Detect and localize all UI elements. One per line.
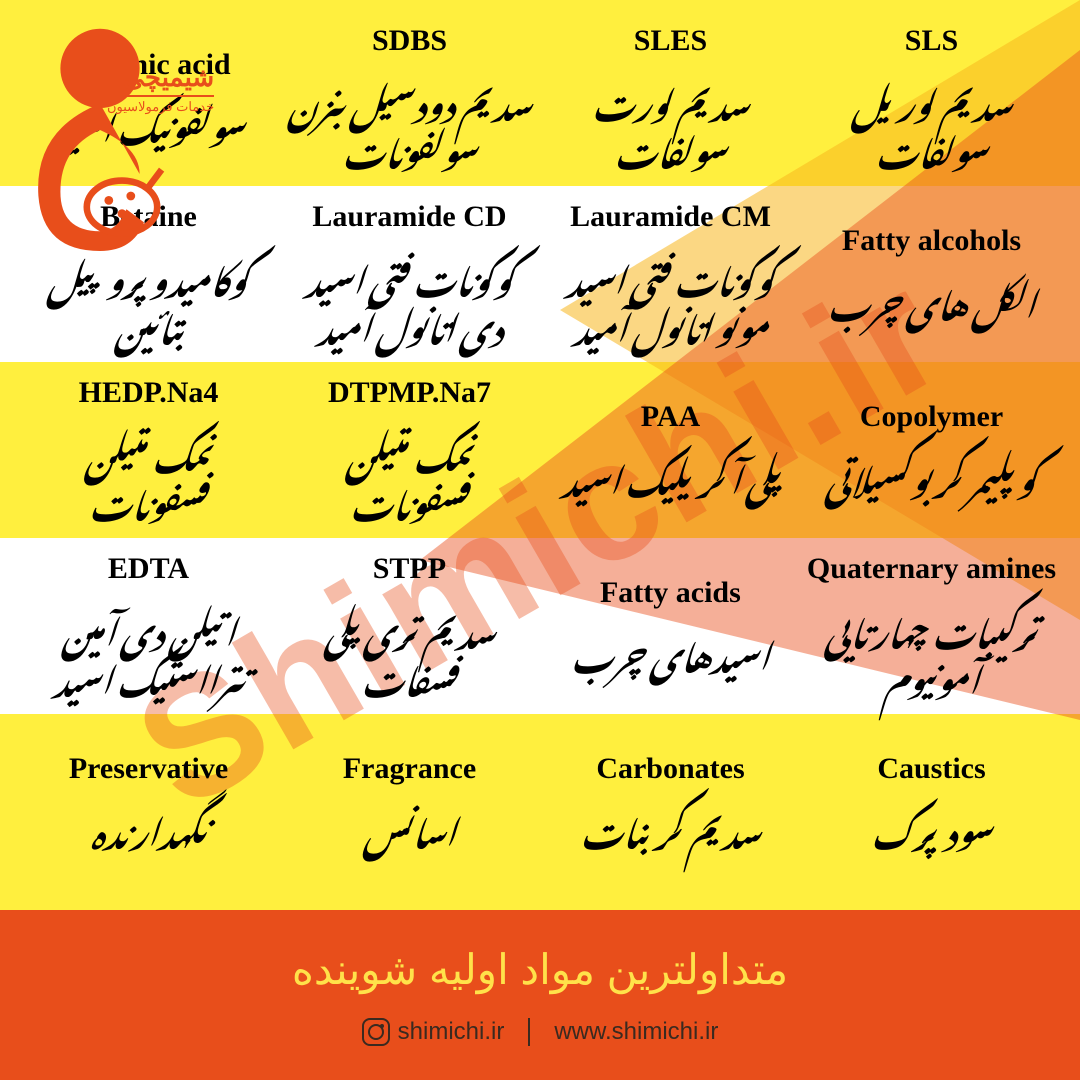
- ingredient-cell: Lauramide CM کوکونات فتی اسید مونو اتانول…: [540, 200, 801, 347]
- ingredient-en: SDBS: [285, 24, 534, 58]
- ingredient-en: SLES: [546, 24, 795, 58]
- ingredient-cell: HEDP.Na4 نمک متیلن فسفونات: [18, 376, 279, 523]
- website-link[interactable]: www.shimichi.ir: [554, 1018, 718, 1046]
- ingredient-fa: ترکیبات چهارتایی آمونیوم: [807, 604, 1056, 699]
- footer-title: متداولترین مواد اولیه شوینده: [292, 945, 788, 994]
- ingredient-fa: سدیم لوریل سولفات: [807, 76, 1056, 171]
- ingredient-cell: Fatty acids اسیدهای چرب: [540, 576, 801, 676]
- ingredient-en: PAA: [546, 400, 795, 434]
- ingredient-fa: سودپرک: [807, 804, 1056, 852]
- ingredient-en: Copolymer: [807, 400, 1056, 434]
- ingredient-en: STPP: [285, 552, 534, 586]
- ingredient-cell: Caustics سودپرک: [801, 752, 1062, 852]
- ingredient-en: Carbonates: [546, 752, 795, 786]
- ingredient-en: Lauramide CM: [546, 200, 795, 234]
- table-row: EDTA اتیلن دی آمین تترااستیک اسید STPP سدیم…: [18, 538, 1062, 714]
- ingredient-cell: SLS سدیم لوریل سولفات: [801, 24, 1062, 171]
- ingredient-en: Lauramide CD: [285, 200, 534, 234]
- ingredient-fa: اتیلن دی آمین تترااستیک اسید: [24, 604, 273, 699]
- ingredient-cell: Lauramide CD کوکونات فتی اسید دی اتانول آ…: [279, 200, 540, 347]
- ingredient-fa: نگهدارنده: [24, 804, 273, 852]
- ingredient-fa: اسانس: [285, 804, 534, 852]
- instagram-link[interactable]: shimichi.ir: [362, 1018, 505, 1046]
- ingredient-cell: SDBS سدیم دودسیل بنزن سولفونات: [279, 24, 540, 171]
- ingredient-en: EDTA: [24, 552, 273, 586]
- ingredient-en: Caustics: [807, 752, 1056, 786]
- ingredient-en: Fatty alcohols: [807, 224, 1056, 258]
- ingredient-fa: سدیم لورت سولفات: [546, 76, 795, 171]
- ingredient-fa: سدیم دودسیل بنزن سولفونات: [285, 76, 534, 171]
- instagram-handle: shimichi.ir: [398, 1018, 505, 1046]
- ingredient-en: DTPMP.Na7: [285, 376, 534, 410]
- brand-logo: شیمیچی خدمات فرمولاسیون: [12, 20, 232, 267]
- ingredient-fa: کوپلیمر کربوکسیلاتی: [807, 452, 1056, 500]
- ingredient-fa: کوکونات فتی اسید مونو اتانول آمید: [546, 252, 795, 347]
- ingredient-fa: کوکونات فتی اسید دی اتانول آمید: [285, 252, 534, 347]
- ingredient-fa: نمک متیلن فسفونات: [285, 428, 534, 523]
- ingredient-fa: الکل های چرب: [807, 276, 1056, 324]
- ingredient-cell: Copolymer کوپلیمر کربوکسیلاتی: [801, 400, 1062, 500]
- table-row: HEDP.Na4 نمک متیلن فسفونات DTPMP.Na7 نمک مت…: [18, 362, 1062, 538]
- ingredient-en: Preservative: [24, 752, 273, 786]
- logo-brand: شیمیچی: [107, 62, 214, 97]
- ingredient-cell: PAA پلی آکریلیک اسید: [540, 400, 801, 500]
- ingredient-fa: سدیم کربنات: [546, 804, 795, 852]
- ingredient-fa: نمک متیلن فسفونات: [24, 428, 273, 523]
- table-row: PreservativeنگهدارندهFragranceاسانسCarbo…: [18, 714, 1062, 890]
- ingredient-en: SLS: [807, 24, 1056, 58]
- ingredient-cell: EDTA اتیلن دی آمین تترااستیک اسید: [18, 552, 279, 699]
- ingredient-cell: DTPMP.Na7 نمک متیلن فسفونات: [279, 376, 540, 523]
- logo-subtitle: خدمات فرمولاسیون: [107, 99, 214, 115]
- ingredient-cell: SLES سدیم لورت سولفات: [540, 24, 801, 171]
- ingredient-en: Fatty acids: [546, 576, 795, 610]
- ingredient-fa: پلی آکریلیک اسید: [546, 452, 795, 500]
- ingredient-cell: Fatty alcohols الکل های چرب: [801, 224, 1062, 324]
- ingredient-en: HEDP.Na4: [24, 376, 273, 410]
- footer-separator: [528, 1018, 530, 1046]
- ingredient-fa: اسیدهای چرب: [546, 628, 795, 676]
- ingredient-en: Fragrance: [285, 752, 534, 786]
- ingredient-cell: Preservative نگهدارنده: [18, 752, 279, 852]
- footer: متداولترین مواد اولیه شوینده shimichi.ir…: [0, 910, 1080, 1080]
- ingredient-fa: سدیم تری پلی فسفات: [285, 604, 534, 699]
- footer-links: shimichi.ir www.shimichi.ir: [362, 1018, 719, 1046]
- ingredient-en: Quaternary amines: [807, 552, 1056, 586]
- ingredient-cell: Fragrance اسانس: [279, 752, 540, 852]
- logo-text-block: شیمیچی خدمات فرمولاسیون: [107, 62, 214, 115]
- ingredient-cell: Carbonates سدیم کربنات: [540, 752, 801, 852]
- instagram-icon: [362, 1018, 390, 1046]
- ingredient-cell: Quaternary amines ترکیبات چهارتایی آمونیو…: [801, 552, 1062, 699]
- ingredient-cell: STPP سدیم تری پلی فسفات: [279, 552, 540, 699]
